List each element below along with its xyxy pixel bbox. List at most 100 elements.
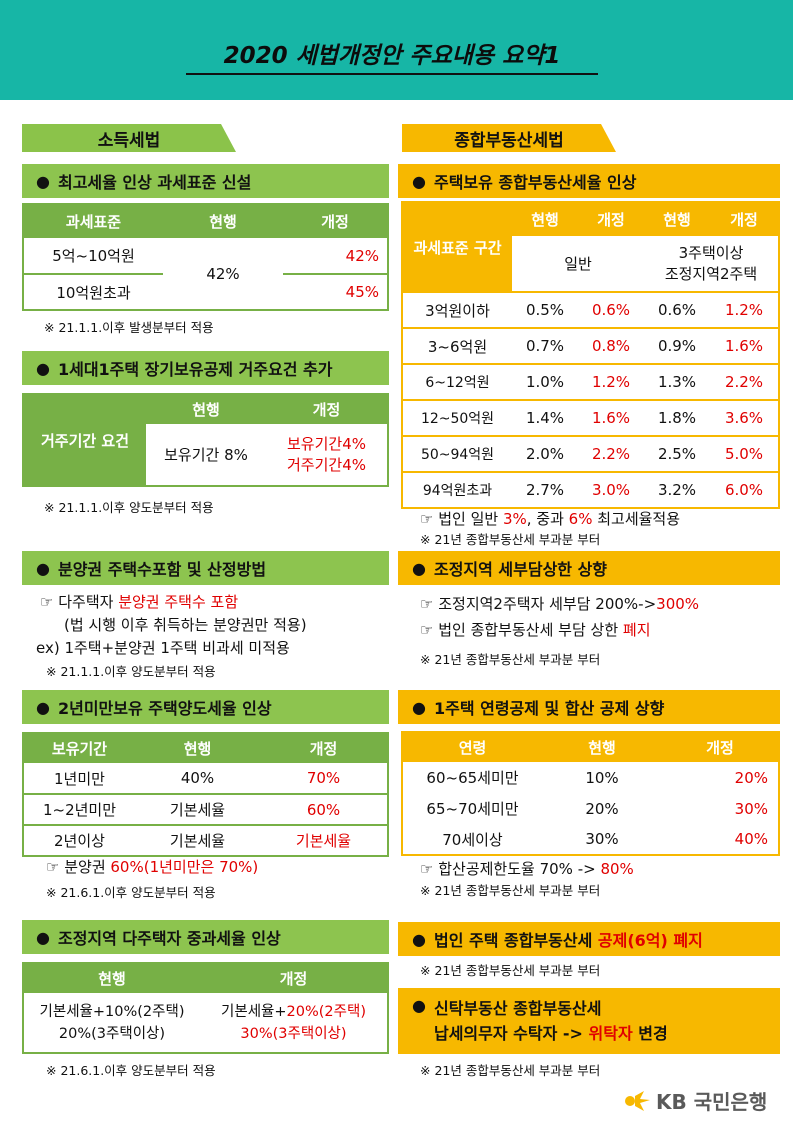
cell: 5.0% <box>724 445 764 463</box>
tab-income-tax: 소득세법 <box>22 124 236 152</box>
cell: 1.3% <box>657 373 697 391</box>
cell: 3.0% <box>591 481 631 499</box>
cell: 60% <box>306 800 341 819</box>
note: ※ 21년 종합부동산세 부과분 부터 <box>420 883 601 898</box>
bullet-icon: ● <box>412 996 426 1015</box>
current-line-1: 기본세율+10%(2주택) <box>39 1003 185 1020</box>
bullet-icon: ● <box>36 358 50 378</box>
section-top-rate: ● 최고세율 인상 과세표준 신설 <box>22 164 389 198</box>
sub-heavy: 3주택이상 조정지역2주택 <box>644 236 779 292</box>
cell: 2.2% <box>591 445 631 463</box>
cell: 1.0% <box>525 373 565 391</box>
text: ☞ 합산공제한도율 70% -> <box>420 860 601 878</box>
th-current: 현행 <box>644 202 710 236</box>
cell: 3~6억원 <box>427 337 488 356</box>
new-line-2: 거주기간4% <box>287 455 366 474</box>
th-current: 현행 <box>146 394 266 424</box>
long-hold-table: 거주기간 요건 현행 개정 보유기간 8% 보유기간4% 거주기간4% <box>22 393 389 487</box>
th-new: 개정 <box>260 733 388 763</box>
cell: 3.2% <box>657 481 697 499</box>
text: ☞ 법인 종합부동산세 부담 상한 <box>420 621 623 639</box>
th-tax-base: 과세표준 <box>23 204 163 238</box>
section-title: 법인 주택 종합부동산세 공제(6억) 폐지 <box>434 927 703 951</box>
cell: 1.6% <box>591 409 631 427</box>
text: 변경 <box>632 1024 668 1043</box>
note: ※ 21.1.1.이후 양도분부터 적용 <box>46 664 216 679</box>
cell: 3억원이하 <box>425 301 490 320</box>
text: ☞ 다주택자 <box>40 593 119 611</box>
row-label: 5억~10억원 <box>23 238 163 275</box>
header-banner: 2020 세법개정안 주요내용 요약1 <box>0 0 793 100</box>
section-title: 분양권 주택수포함 및 산정방법 <box>57 560 267 579</box>
section-burden-cap: ● 조정지역 세부담상한 상향 <box>398 551 780 585</box>
th-current: 현행 <box>135 733 260 763</box>
section-title: 주택보유 종합부동산세율 인상 <box>433 173 637 192</box>
highlight: 300% <box>656 595 700 613</box>
cell: 20% <box>734 768 768 787</box>
bullet-icon: ● <box>36 927 50 947</box>
page-title: 2020 세법개정안 주요내용 요약1 <box>186 36 598 75</box>
new-rate: 45% <box>345 283 379 301</box>
th-new: 개정 <box>662 732 779 762</box>
highlight: 6% <box>568 510 593 528</box>
col-label: 과세표준 구간 <box>402 202 512 292</box>
bullet-icon: ● <box>412 171 426 191</box>
cell: 0.6% <box>591 301 631 319</box>
current-line-2: 20%(3주택이상) <box>58 1025 166 1042</box>
presale-line-1: ☞ 다주택자 분양권 주택수 포함 <box>40 591 238 612</box>
burden-line-2: ☞ 법인 종합부동산세 부담 상한 폐지 <box>420 619 651 640</box>
cell: 1년미만 <box>54 769 105 788</box>
cell: 1.4% <box>525 409 565 427</box>
cell: 2.5% <box>657 445 697 463</box>
highlight: 60%(1년미만은 70%) <box>110 858 259 876</box>
presale-line-2: (법 시행 이후 취득하는 분양권만 적용) <box>64 616 307 634</box>
section-trust: ● 신탁부동산 종합부동산세 납세의무자 수탁자 -> 위탁자 변경 <box>398 988 780 1054</box>
note: ※ 21년 종합부동산세 부과분 부터 <box>420 652 601 667</box>
cell: 30% <box>585 830 619 848</box>
section-title: 최고세율 인상 과세표준 신설 <box>57 173 252 192</box>
section-title: 신탁부동산 종합부동산세 납세의무자 수탁자 -> 위탁자 변경 <box>434 996 668 1046</box>
cell: 65~70세미만 <box>426 800 519 818</box>
new-line-1: 보유기간4% <box>287 434 366 453</box>
section-property-rate: ● 주택보유 종합부동산세율 인상 <box>398 164 780 198</box>
cell: 6~12억원 <box>425 375 490 391</box>
highlight: 폐지 <box>622 621 651 639</box>
th-current: 현행 <box>512 202 578 236</box>
cell: 30% <box>734 799 768 818</box>
text: ☞ 분양권 <box>46 858 111 876</box>
bullet-icon: ● <box>36 697 50 717</box>
section-age-deduction: ● 1주택 연령공제 및 합산 공제 상향 <box>398 690 780 724</box>
current-value: 보유기간 8% <box>164 446 248 464</box>
cell: 40% <box>734 830 768 848</box>
th-new: 개정 <box>200 963 388 993</box>
cell: 50~94억원 <box>420 447 495 463</box>
th-new: 개정 <box>578 202 644 236</box>
note: ※ 21.1.1.이후 양도분부터 적용 <box>44 500 214 515</box>
cell: 기본세율 <box>169 832 226 850</box>
cell: 1.8% <box>657 409 697 427</box>
text: 최고세율적용 <box>592 510 681 528</box>
th-current: 현행 <box>542 732 662 762</box>
note: ※ 21년 종합부동산세 부과분 부터 <box>420 963 601 978</box>
text: ☞ 조정지역2주택자 세부담 200%-> <box>420 595 657 613</box>
cell: 0.5% <box>525 301 565 319</box>
cell: 6.0% <box>724 481 764 499</box>
top-rate-table: 과세표준 현행 개정 5억~10억원 42% 42% 10억원초과 45% <box>22 203 389 311</box>
highlight: 분양권 주택수 포함 <box>118 593 239 611</box>
section-multi-home: ● 조정지역 다주택자 중과세율 인상 <box>22 920 389 954</box>
table-row: 3억원이하 0.5% 0.6% 0.6% 1.2% <box>402 292 779 328</box>
table-row: 12~50억원 1.4% 1.6% 1.8% 3.6% <box>402 400 779 436</box>
th-age: 연령 <box>402 732 542 762</box>
section-presale: ● 분양권 주택수포함 및 산정방법 <box>22 551 389 585</box>
section-title: 조정지역 세부담상한 상향 <box>433 560 608 579</box>
th-new: 개정 <box>266 394 388 424</box>
age-deduction-table: 연령 현행 개정 60~65세미만 10% 20% 65~70세미만 20% 3… <box>401 731 780 856</box>
bullet-icon: ● <box>412 929 426 949</box>
table-row: 6~12억원 1.0% 1.2% 1.3% 2.2% <box>402 364 779 400</box>
section-title: 1주택 연령공제 및 합산 공제 상향 <box>433 699 665 718</box>
cell: 94억원초과 <box>422 483 493 499</box>
cell: 2년이상 <box>54 832 105 850</box>
presale-line-3: ex) 1주택+분양권 1주택 비과세 미적용 <box>36 639 290 657</box>
text: , 중과 <box>526 510 569 528</box>
note: ※ 21년 종합부동산세 부과분 부터 <box>420 532 601 547</box>
